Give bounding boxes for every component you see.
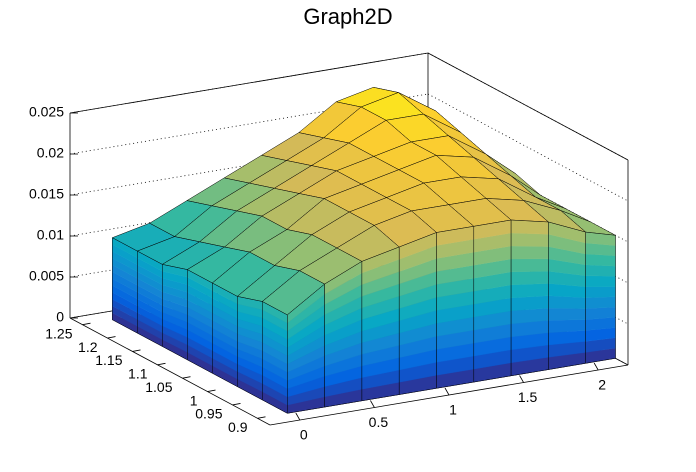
y-tick xyxy=(207,389,216,392)
curtain-band xyxy=(585,296,616,309)
y-tick-label: 1.25 xyxy=(45,325,72,341)
box-edge xyxy=(69,317,271,426)
box-edge xyxy=(427,52,629,161)
curtain-band xyxy=(585,253,616,267)
z-tick-label: 0 xyxy=(56,309,64,325)
x-tick xyxy=(295,412,301,421)
z-tick-label: 0.025 xyxy=(29,104,64,120)
y-tick xyxy=(107,336,116,339)
x-tick-label: 0 xyxy=(300,427,308,443)
curtain-band xyxy=(510,232,549,247)
curtain-band xyxy=(585,264,616,277)
curtain-band xyxy=(585,275,616,287)
curtain-band xyxy=(548,295,586,309)
curtain-band xyxy=(510,219,549,235)
y-tick-label: 0.9 xyxy=(228,419,248,435)
y-tick-label: 1.2 xyxy=(78,339,98,355)
x-tick-label: 0.5 xyxy=(369,414,389,430)
x-tick-label: 2 xyxy=(598,377,606,393)
curtain-band xyxy=(510,271,549,286)
curtain-band xyxy=(585,286,616,298)
y-tick xyxy=(82,322,91,326)
curtain-band xyxy=(510,258,549,273)
z-tick-label: 0.005 xyxy=(29,268,64,284)
grid-line xyxy=(69,134,429,196)
x-tick-label: 1 xyxy=(449,402,457,418)
y-tick xyxy=(257,416,266,419)
y-tick-label: 1.1 xyxy=(128,366,148,382)
grid-line xyxy=(69,93,429,155)
curtain-band xyxy=(510,283,549,299)
y-tick-label: 0.95 xyxy=(195,406,222,422)
x-tick xyxy=(370,400,375,408)
y-tick-label: 1.05 xyxy=(145,379,172,395)
curtain-band xyxy=(548,319,586,333)
grid-line xyxy=(69,175,429,237)
z-tick-label: 0.01 xyxy=(37,227,64,243)
curtain-band xyxy=(510,295,549,312)
chart-title: Graph2D xyxy=(303,4,392,29)
y-tick xyxy=(232,403,241,406)
curtain-outline xyxy=(585,231,616,364)
x-tick-label: 1.5 xyxy=(518,389,538,405)
y-tick xyxy=(132,349,141,352)
z-tick-label: 0.02 xyxy=(37,145,64,161)
z-tick-label: 0.015 xyxy=(29,186,64,202)
x-tick xyxy=(519,375,524,383)
y-tick-label: 1 xyxy=(190,392,198,408)
curtain-band xyxy=(585,306,616,320)
x-tick xyxy=(593,362,599,371)
y-tick-label: 1.15 xyxy=(95,352,122,368)
curtain-band xyxy=(548,307,586,321)
curtain-band xyxy=(510,245,549,260)
y-tick xyxy=(182,376,191,379)
y-tick xyxy=(157,362,166,366)
x-tick xyxy=(444,387,450,396)
grid-line xyxy=(69,52,429,114)
